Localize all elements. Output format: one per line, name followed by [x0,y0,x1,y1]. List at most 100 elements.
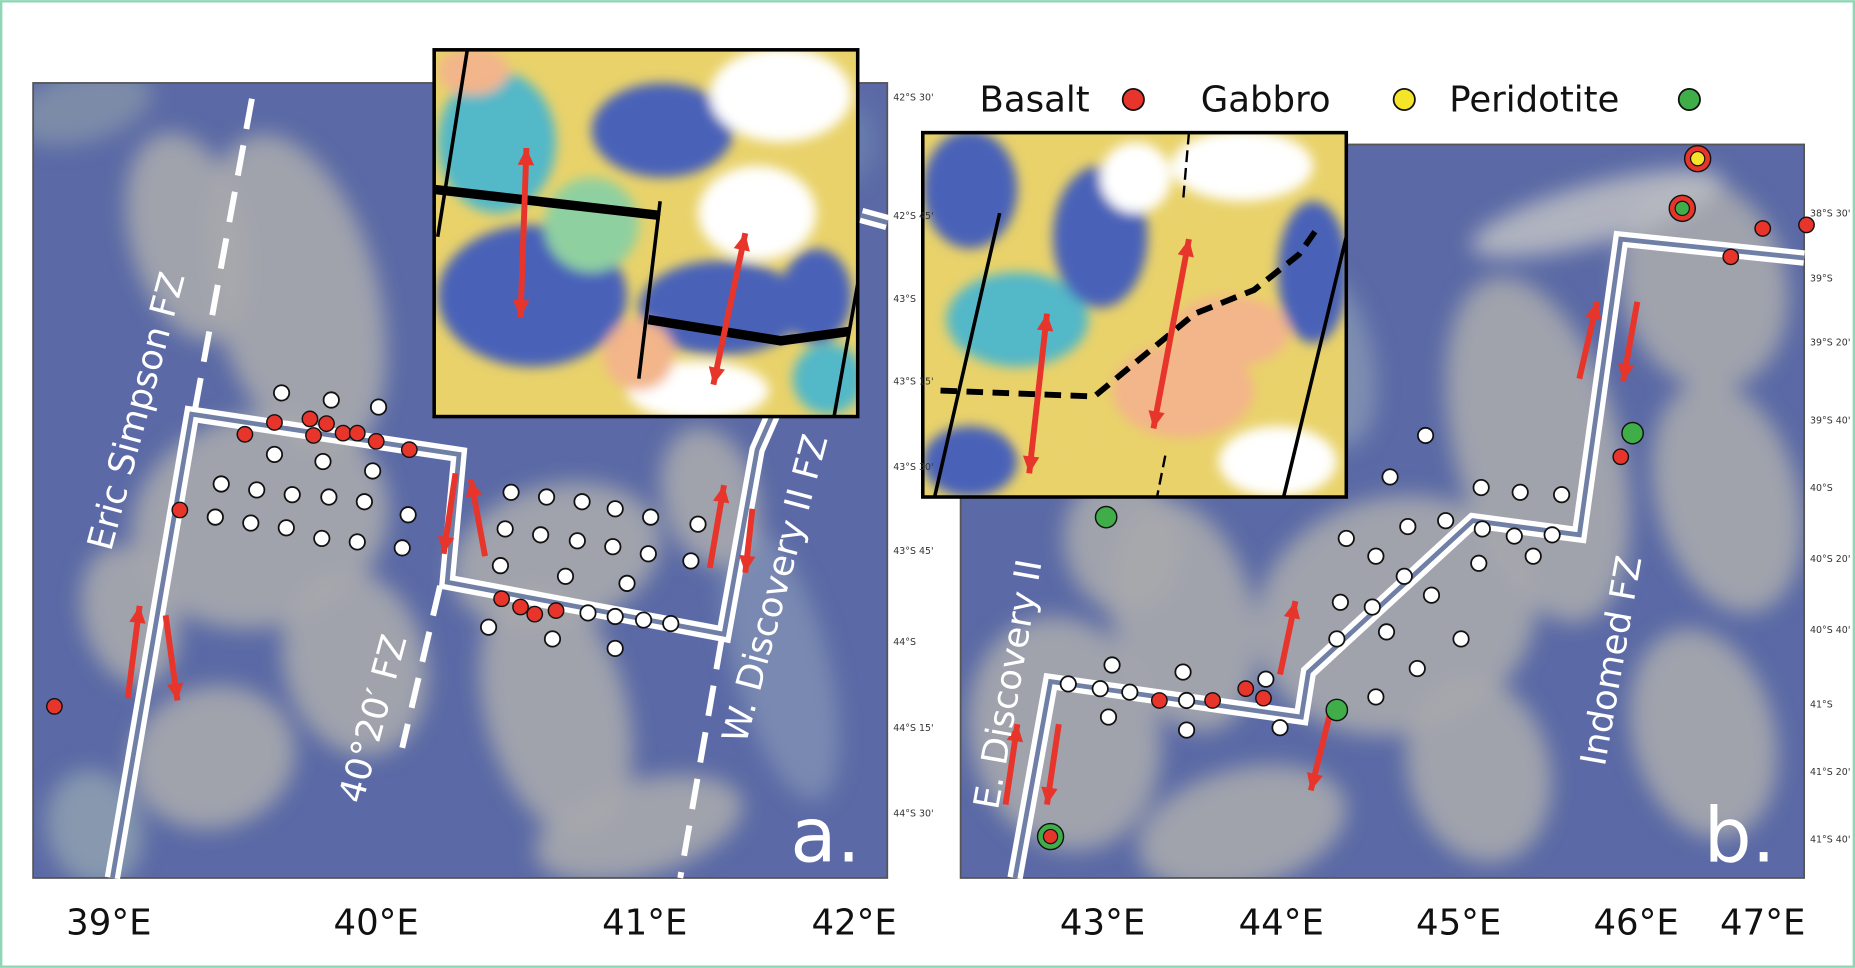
dredge-site [1258,672,1273,687]
dredge-site [493,558,508,573]
dredge-site [1453,631,1468,646]
anomaly [1171,296,1289,367]
dredge-site [400,507,415,522]
dredge-site [1104,657,1119,672]
dredge-site [643,509,658,524]
dredge-site [1397,569,1412,584]
sample-basalt [1755,221,1770,236]
dredge-site [285,487,300,502]
sample-basalt [402,442,417,457]
dredge-site [539,489,554,504]
dredge-site [570,533,585,548]
dredge-site [1400,519,1415,534]
lat-label: 40°S [1810,483,1833,494]
dredge-site [1093,681,1108,696]
sample-basalt [1256,690,1271,705]
dredge-site [1061,676,1076,691]
x-tick-label: 42°E [811,903,896,944]
dredge-site [249,482,264,497]
dredge-site [607,501,622,516]
sample-peridotite [1326,699,1347,720]
dredge-site [315,454,330,469]
figure: BasaltGabbroPeridotite39°E40°E41°E42°E42… [0,0,1855,968]
anomaly [793,343,864,414]
anomaly [544,178,639,273]
sample-basalt [1238,681,1253,696]
lat-label: 42°S 30' [893,93,933,104]
lat-label: 44°S [893,637,916,648]
dredge-site [1526,548,1541,563]
sample-basalt [494,591,509,606]
dredge-site [321,489,336,504]
dredge-site [314,531,329,546]
dredge-site [1175,664,1190,679]
inset-map [923,130,1349,497]
dredge-site [1473,480,1488,495]
x-tick-label: 46°E [1593,903,1678,944]
dredge-site [636,612,651,627]
x-tick-label: 39°E [66,903,151,944]
dredge-site [1379,624,1394,639]
x-tick-label: 40°E [334,903,419,944]
sample-basalt [172,502,187,517]
lat-label: 40°S 20' [1810,554,1850,565]
sample-basalt [1205,693,1220,708]
legend-swatch [1679,89,1700,110]
sample-basalt [513,599,528,614]
dredge-site [1368,689,1383,704]
panel-label: a. [790,791,860,879]
dredge-site [1179,722,1194,737]
x-tick-label: 43°E [1060,903,1145,944]
dredge-site [580,605,595,620]
sample-core [1691,152,1705,166]
anomaly [603,320,674,391]
dredge-site [395,540,410,555]
dredge-site [605,539,620,554]
panel-label: b. [1704,791,1776,879]
dredge-site [1418,428,1433,443]
dredge-site [545,631,560,646]
sample-peridotite [1095,506,1116,527]
dredge-site [357,494,372,509]
lat-label: 39°S [1810,274,1833,285]
dredge-site [1554,487,1569,502]
dredge-site [619,576,634,591]
lat-label: 41°S 20' [1810,767,1850,778]
dredge-site [1507,528,1522,543]
x-tick-label: 45°E [1416,903,1501,944]
dredge-site [1333,595,1348,610]
dredge-site [481,619,496,634]
dredge-site [607,609,622,624]
dredge-site [1368,548,1383,563]
sample-peridotite [1622,422,1643,443]
legend-label: Gabbro [1201,79,1331,120]
dredge-site [641,546,656,561]
dredge-site [1365,599,1380,614]
sample-basalt [1723,249,1738,264]
sample-basalt [237,427,252,442]
sample-basalt [267,415,282,430]
dredge-site [503,485,518,500]
sample-basalt [527,606,542,621]
sample-basalt [302,411,317,426]
lat-label: 43°S 45' [893,546,933,557]
sample-core [1043,829,1057,843]
dredge-site [574,494,589,509]
dredge-site [663,616,678,631]
dredge-site [1339,531,1354,546]
dredge-site [1179,693,1194,708]
lat-label: 41°S 40' [1810,834,1850,845]
lat-label: 44°S 30' [893,808,933,819]
sample-basalt [369,434,384,449]
dredge-site [1475,521,1490,536]
dredge-site [208,509,223,524]
x-tick-label: 47°E [1720,903,1805,944]
legend-swatch [1123,89,1144,110]
x-tick-label: 44°E [1239,903,1324,944]
sample-core [1675,201,1689,215]
lat-label: 38°S 30' [1810,209,1850,220]
lat-label: 39°S 20' [1810,338,1850,349]
anomaly [710,47,852,142]
lat-label: 43°S 15' [893,377,933,388]
page: {"legend":[{"label":"Basalt","color":"#e… [0,0,1855,968]
